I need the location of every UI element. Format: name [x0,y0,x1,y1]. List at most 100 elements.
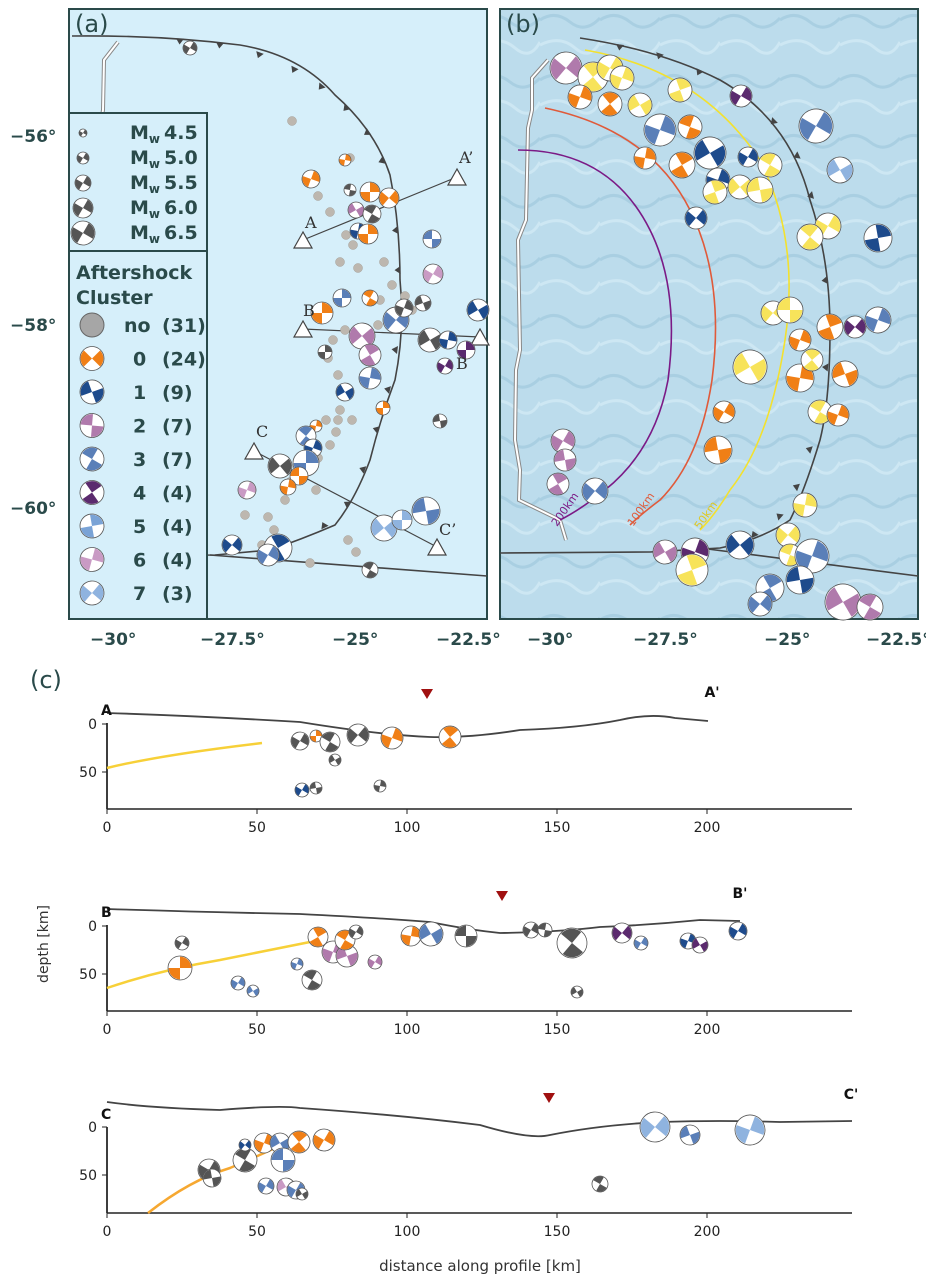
focal-mechanism [289,466,309,486]
lon-b-30: −30° [527,630,573,650]
focal-mechanism [301,169,321,189]
focal-mechanism [287,1130,311,1154]
focal-mechanism [728,921,748,941]
legend-cluster-icon [79,346,105,371]
focal-mechanism [317,344,333,360]
focal-mechanism [338,153,352,167]
profile-end-label: B' [733,886,748,902]
focal-mechanism [796,223,824,251]
legend-magnitude-icon [76,151,90,165]
focal-mechanism [436,357,454,375]
focal-mechanism [798,108,834,144]
focal-mechanism [290,957,304,971]
panel-b: 200km 100km 50km (b) [499,8,919,621]
focal-mechanism [418,921,444,947]
profile-xtick: 0 [103,1022,112,1038]
legend-magnitude-label: Mw 5.5 [130,172,198,196]
focal-mechanism [776,296,804,324]
profile-xtick: 100 [394,1022,421,1038]
focal-mechanism [609,65,635,91]
focal-mechanism [309,781,323,795]
legend-cluster-id: 3 [133,449,146,471]
focal-mechanism [358,343,382,367]
focal-mechanism [712,400,736,424]
focal-mechanism [757,152,783,178]
focal-mechanism [456,340,476,360]
focal-mechanism [556,927,588,959]
legend-cluster-icon [79,513,105,539]
lon-a-30: −30° [90,630,136,650]
focal-mechanism [358,366,382,390]
focal-mechanism [643,113,677,147]
panel-a: (a) A A’ B B C C’ Mw 4.5Mw 5.0Mw 5.5Mw 6.0Mw… [68,8,491,620]
focal-mechanism [792,492,818,518]
focal-mechanism [167,955,193,981]
focal-mechanism [394,298,414,318]
focal-mechanism [290,731,310,751]
focal-mechanism [348,924,364,940]
lon-b-27: −27.5° [633,630,698,650]
focal-mechanism [279,478,297,496]
profile-xtick: 50 [248,1022,266,1038]
lat-tick-56: −56° [10,127,56,147]
focal-mechanism [312,1128,336,1152]
profile-xtick: 100 [394,1224,421,1240]
aftershock-dot [331,427,341,437]
focal-mechanism [591,1175,609,1193]
lon-a-25: −25° [332,630,378,650]
legend-cluster-count: (4) [162,550,193,572]
lat-tick-58: −58° [10,316,56,336]
lon-a-22: −22.5° [436,630,501,650]
profile-ylabel: depth [km] [36,905,52,983]
focal-mechanism [373,779,387,793]
legend-cluster-count: (7) [162,449,193,471]
aftershock-dot [313,191,323,201]
focal-mechanism [380,726,404,750]
legend-magnitude-icon [78,128,88,138]
profile-C: 0 50 0 50 100 150 200 C [79,1093,853,1240]
focal-mechanism [677,114,703,140]
aftershock-dot [353,263,363,273]
profile-xtick: 150 [544,1022,571,1038]
focal-mechanism [307,926,329,948]
legend-cluster-count: (3) [162,583,193,605]
legend-cluster-icon [79,547,105,572]
focal-mechanism [702,179,728,205]
trench-line-b [499,37,831,554]
focal-mechanism [611,922,633,944]
focal-mechanism [335,944,359,968]
focal-mechanism [256,543,280,567]
profile-label-a: A [304,213,317,232]
legend-cluster-icon [79,312,105,338]
legend-cluster-id: 7 [133,583,146,605]
profile-triangle-c [243,441,265,460]
legend-cluster-id: 5 [133,516,146,538]
focal-mechanism [734,1114,766,1146]
aftershock-dot [335,405,345,415]
lon-b-25: −25° [764,630,810,650]
focal-mechanism [357,223,379,245]
focal-mechanism [301,969,323,991]
profile-triangle-a-end [446,167,468,186]
focal-mechanism [359,181,381,203]
focal-mechanism [310,301,334,325]
focal-mechanism [800,348,824,372]
legend-cluster-icon [79,413,105,438]
focal-mechanism [335,382,355,402]
slab-top-line [106,938,321,990]
panel-c-label: (c) [30,666,62,694]
legend-cluster-icon [79,379,105,405]
focal-mechanism [652,539,678,565]
profile-xtick: 0 [103,1224,112,1240]
aftershock-dot [351,547,361,557]
profile-triangle-c-end [426,537,448,556]
focal-mechanism [831,360,859,388]
focal-mechanism [438,330,458,350]
focal-mechanism [422,229,442,249]
focal-mechanism [230,975,246,991]
focal-mechanism [747,591,773,617]
focal-mechanism [826,156,854,184]
profile-ytick: 0 [88,919,97,935]
legend-cluster-id: 6 [133,550,146,572]
legend-cluster-id: 4 [133,483,146,505]
